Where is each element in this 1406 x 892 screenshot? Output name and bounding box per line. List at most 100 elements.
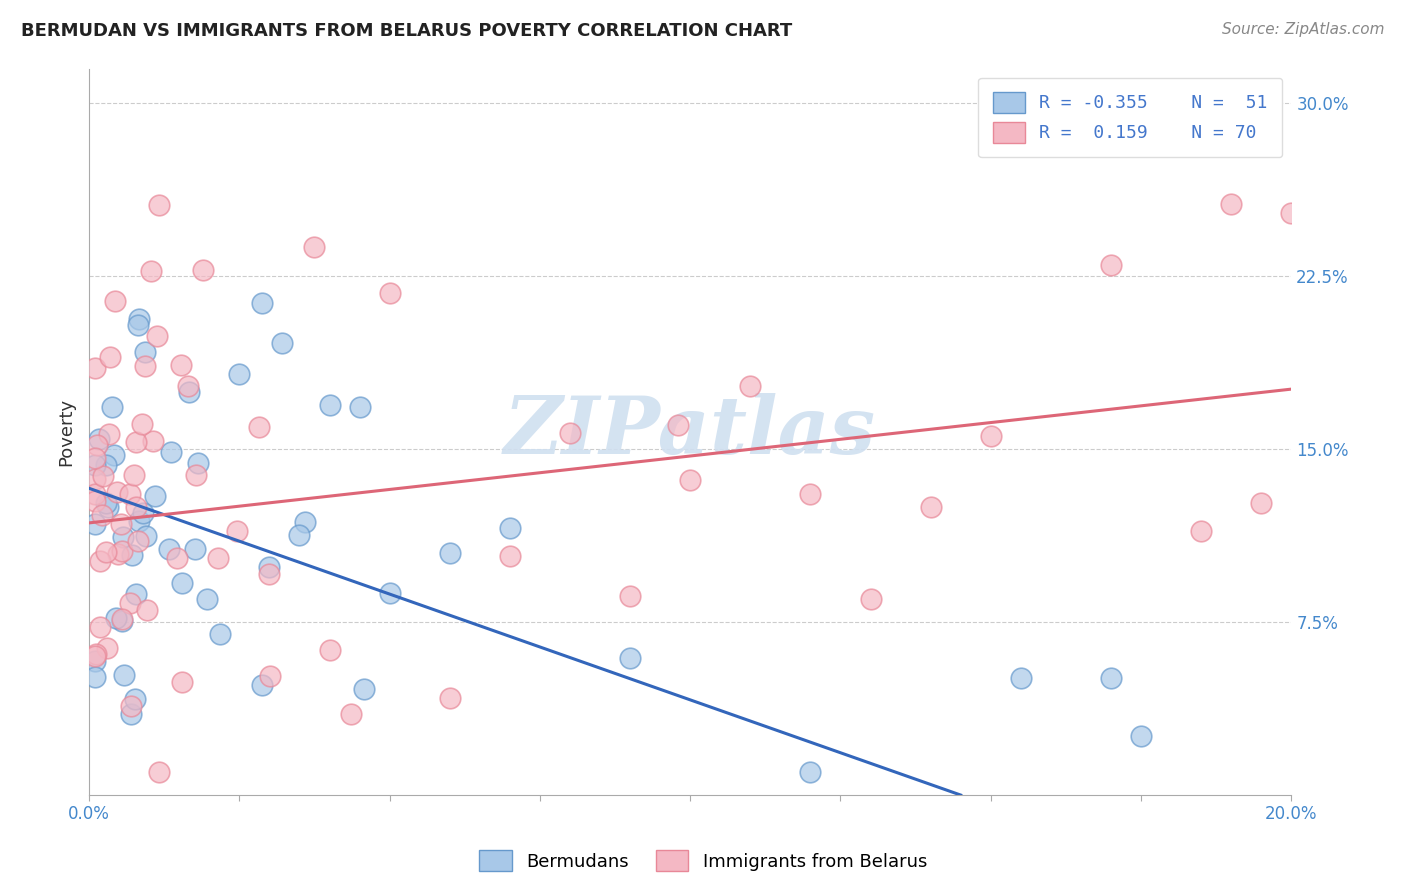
Point	[1099, 259, 1122, 273]
Point	[1130, 729, 1153, 743]
Point	[124, 435, 146, 450]
Legend: Bermudans, Immigrants from Belarus: Bermudans, Immigrants from Belarus	[472, 843, 934, 879]
Point	[127, 534, 149, 549]
Point	[1220, 197, 1243, 211]
Point	[143, 489, 166, 503]
Point	[103, 448, 125, 462]
Point	[94, 545, 117, 559]
Point	[318, 399, 340, 413]
Point	[135, 602, 157, 616]
Point	[177, 379, 200, 393]
Point	[499, 549, 522, 564]
Point	[134, 359, 156, 374]
Point	[125, 586, 148, 600]
Point	[259, 669, 281, 683]
Point	[339, 706, 361, 721]
Point	[84, 517, 107, 532]
Point	[120, 699, 142, 714]
Point	[120, 707, 142, 722]
Point	[96, 640, 118, 655]
Point	[619, 650, 641, 665]
Point	[259, 560, 281, 574]
Point	[90, 508, 112, 523]
Point	[187, 456, 209, 470]
Point	[378, 286, 401, 301]
Point	[105, 611, 128, 625]
Point	[125, 500, 148, 514]
Point	[148, 764, 170, 779]
Point	[980, 429, 1002, 443]
Point	[112, 668, 135, 682]
Point	[84, 361, 107, 376]
Point	[86, 438, 108, 452]
Point	[499, 521, 522, 535]
Point	[349, 400, 371, 414]
Point	[378, 586, 401, 600]
Point	[166, 550, 188, 565]
Point	[111, 530, 134, 544]
Text: Source: ZipAtlas.com: Source: ZipAtlas.com	[1222, 22, 1385, 37]
Point	[84, 493, 107, 508]
Point	[170, 358, 193, 372]
Point	[104, 293, 127, 308]
Point	[294, 515, 316, 529]
Point	[146, 328, 169, 343]
Point	[89, 432, 111, 446]
Point	[191, 263, 214, 277]
Point	[128, 514, 150, 528]
Point	[111, 544, 134, 558]
Point	[920, 500, 942, 515]
Point	[84, 648, 107, 663]
Point	[259, 567, 281, 582]
Point	[110, 516, 132, 531]
Point	[353, 682, 375, 697]
Point	[1189, 524, 1212, 538]
Point	[84, 654, 107, 668]
Point	[183, 541, 205, 556]
Point	[148, 198, 170, 212]
Point	[121, 548, 143, 562]
Point	[135, 529, 157, 543]
Point	[100, 401, 122, 415]
Point	[288, 528, 311, 542]
Point	[100, 350, 122, 364]
Legend: R = -0.355    N =  51, R =  0.159    N = 70: R = -0.355 N = 51, R = 0.159 N = 70	[979, 78, 1282, 157]
Point	[1400, 203, 1406, 218]
Point	[209, 626, 232, 640]
Point	[105, 485, 128, 500]
Point	[84, 451, 107, 466]
Point	[740, 379, 762, 393]
Point	[666, 418, 689, 433]
Y-axis label: Poverty: Poverty	[58, 398, 75, 466]
Point	[170, 575, 193, 590]
Point	[619, 589, 641, 603]
Point	[84, 670, 107, 684]
Text: ZIPatlas: ZIPatlas	[505, 393, 876, 471]
Point	[134, 345, 156, 359]
Point	[141, 263, 163, 277]
Point	[118, 596, 141, 610]
Point	[84, 472, 107, 486]
Point	[252, 296, 274, 310]
Point	[250, 678, 273, 692]
Point	[679, 473, 702, 487]
Point	[124, 691, 146, 706]
Point	[226, 524, 249, 538]
Point	[1279, 205, 1302, 219]
Point	[439, 546, 461, 560]
Point	[799, 487, 821, 501]
Point	[142, 434, 165, 449]
Point	[84, 487, 107, 501]
Point	[558, 425, 581, 440]
Point	[271, 336, 294, 351]
Point	[207, 550, 229, 565]
Point	[179, 385, 201, 400]
Point	[195, 591, 218, 606]
Point	[170, 675, 193, 690]
Point	[127, 318, 149, 333]
Point	[859, 591, 882, 606]
Point	[439, 691, 461, 706]
Text: BERMUDAN VS IMMIGRANTS FROM BELARUS POVERTY CORRELATION CHART: BERMUDAN VS IMMIGRANTS FROM BELARUS POVE…	[21, 22, 793, 40]
Point	[228, 368, 250, 382]
Point	[1010, 671, 1032, 685]
